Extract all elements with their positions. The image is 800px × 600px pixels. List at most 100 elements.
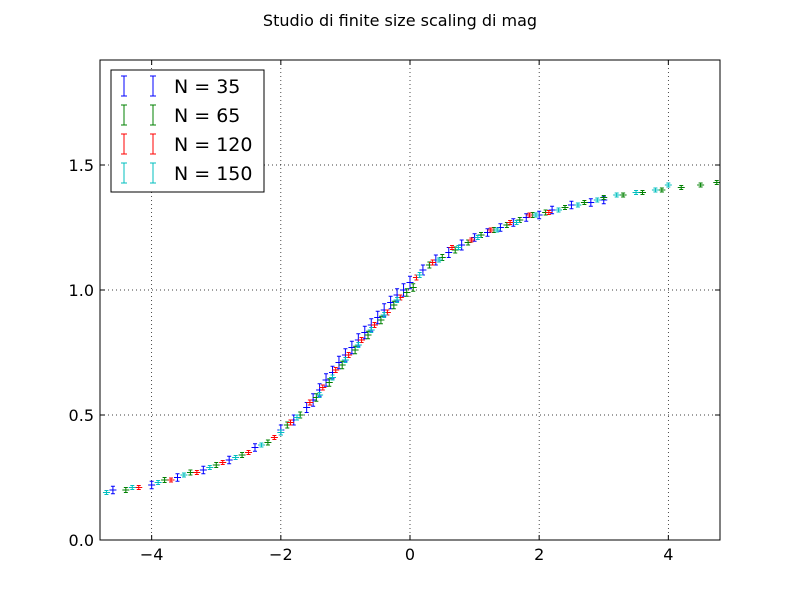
data-point (393, 297, 401, 303)
data-point (186, 469, 194, 476)
legend: N = 35 N = 65 N = 120 N = 150 (110, 69, 265, 193)
data-point (377, 315, 385, 325)
data-point (448, 245, 456, 250)
data-point (329, 374, 336, 381)
data-point (325, 378, 333, 387)
data-point (225, 455, 233, 465)
data-point (506, 220, 514, 225)
data-point (174, 473, 181, 482)
legend-entry: N = 150 (121, 162, 252, 185)
data-point (713, 180, 721, 185)
data-point (454, 245, 462, 250)
data-point (390, 300, 398, 310)
data-point (487, 227, 495, 233)
data-point (664, 182, 672, 188)
series-2 (122, 180, 721, 493)
data-point (561, 205, 569, 210)
legend-entry: N = 65 (121, 104, 240, 127)
data-point (199, 465, 207, 475)
data-point (245, 450, 253, 455)
data-point (341, 357, 349, 363)
data-point (613, 192, 621, 198)
legend-entry: N = 120 (121, 133, 252, 156)
data-point (232, 455, 240, 460)
data-point (332, 367, 340, 373)
data-point (270, 435, 278, 440)
legend-errorbar-icon (121, 75, 127, 97)
data-point (513, 220, 521, 225)
x-tick-label: −2 (269, 545, 293, 564)
data-point (493, 227, 501, 233)
data-point (135, 485, 143, 490)
data-point (167, 477, 175, 483)
data-point (212, 462, 220, 468)
data-point (128, 485, 136, 490)
data-point (354, 342, 362, 348)
legend-label: N = 150 (174, 163, 252, 185)
series-4 (102, 182, 672, 495)
data-point (348, 340, 356, 355)
data-point (219, 460, 227, 465)
data-point (206, 465, 214, 470)
legend-errorbar-icon (121, 104, 127, 126)
data-point (467, 237, 475, 243)
data-point (677, 185, 685, 190)
series-3 (135, 210, 553, 490)
y-tick-label: 1.0 (69, 281, 94, 300)
data-point (409, 283, 417, 292)
legend-errorbar-icon (150, 75, 156, 97)
data-point (429, 259, 437, 266)
series-layer (102, 180, 721, 495)
data-point (180, 472, 188, 478)
legend-entry: N = 35 (121, 75, 240, 98)
data-point (335, 355, 343, 370)
data-point (193, 470, 201, 475)
data-point (109, 485, 117, 495)
data-point (264, 439, 272, 446)
data-point (639, 190, 646, 195)
data-point (651, 187, 659, 193)
data-point (416, 272, 424, 278)
data-point (555, 207, 563, 213)
data-point (380, 312, 388, 318)
data-point (387, 295, 395, 310)
data-point (122, 487, 130, 493)
data-point (632, 190, 640, 195)
data-point (277, 429, 285, 436)
legend-box (110, 69, 265, 193)
data-point (619, 192, 627, 198)
legend-errorbar-icon (121, 162, 127, 184)
data-point (545, 210, 553, 215)
x-tick-label: −4 (140, 545, 164, 564)
data-point (161, 477, 169, 483)
data-point (587, 198, 595, 207)
data-point (257, 442, 265, 448)
data-point (238, 452, 246, 458)
data-point (148, 480, 156, 490)
chart-title: Studio di finite size scaling di mag (263, 11, 537, 30)
legend-errorbar-icon (150, 104, 156, 126)
legend-label: N = 65 (174, 105, 240, 127)
data-point (319, 384, 327, 391)
x-tick-label: 4 (663, 545, 673, 564)
data-point (400, 283, 408, 297)
legend-entries: N = 35 N = 65 N = 120 N = 150 (121, 75, 252, 185)
data-point (525, 212, 533, 218)
data-point (102, 490, 110, 495)
data-point (593, 197, 601, 203)
data-point (403, 288, 411, 297)
data-point (406, 275, 414, 290)
data-point (580, 200, 588, 205)
data-point (435, 257, 443, 263)
x-tick-label: 0 (405, 545, 415, 564)
data-point (697, 182, 705, 188)
data-point (532, 212, 540, 218)
legend-label: N = 35 (174, 76, 240, 98)
data-point (338, 360, 346, 370)
data-point (600, 195, 608, 200)
data-point (367, 327, 375, 333)
data-point (293, 414, 301, 421)
data-point (287, 419, 295, 426)
y-tick-label: 0.0 (69, 531, 94, 550)
legend-label: N = 120 (174, 134, 252, 156)
